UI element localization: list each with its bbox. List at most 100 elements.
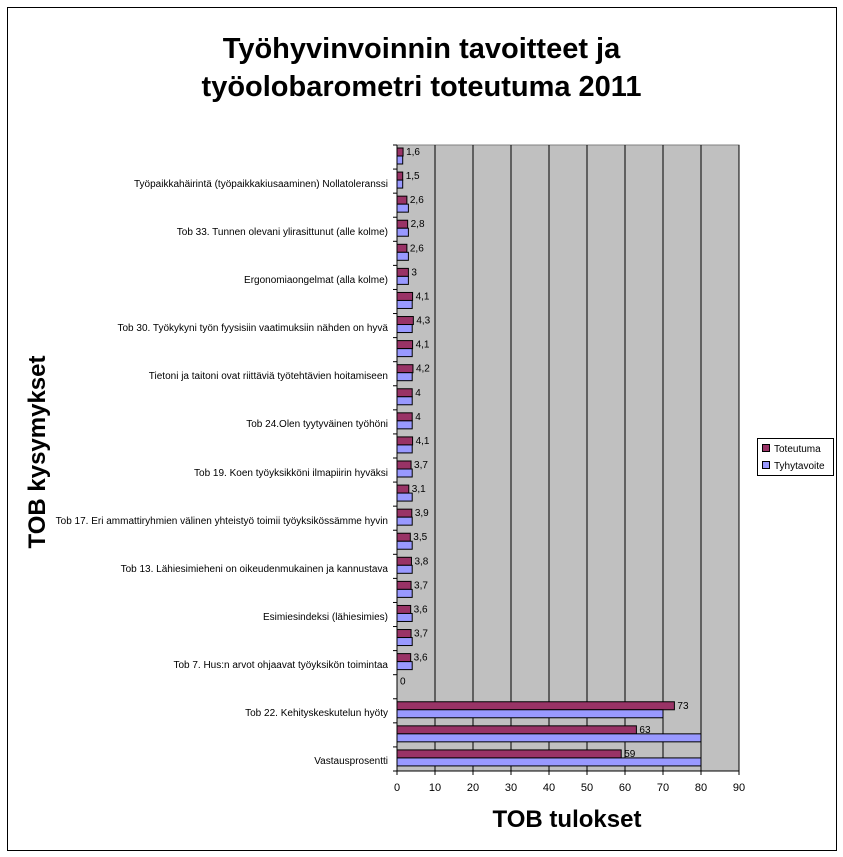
data-label: 3,8 (414, 556, 428, 567)
bar-toteutuma (396, 701, 675, 711)
bar-toteutuma (396, 171, 404, 181)
data-label: 3,9 (415, 508, 429, 519)
bar-tyhytavoite (396, 709, 664, 719)
bar-tyhytavoite (396, 227, 409, 237)
category-label: Tob 30. Työkykyni työn fyysisiin vaatimu… (117, 323, 388, 335)
bar-tyhytavoite (396, 179, 404, 189)
category-label: Tob 13. Lähiesimieheni on oikeudenmukain… (120, 563, 388, 575)
bar-toteutuma (396, 556, 412, 566)
bar-toteutuma (396, 291, 414, 301)
x-tick-label: 20 (467, 782, 479, 794)
x-tick-label: 60 (619, 782, 631, 794)
data-label: 3,6 (414, 604, 428, 615)
data-label: 3,7 (414, 629, 428, 640)
bar-toteutuma (396, 316, 414, 326)
bar-tyhytavoite (396, 588, 413, 598)
bar-toteutuma (396, 653, 412, 663)
bar-tyhytavoite (396, 275, 409, 285)
data-label: 3,7 (414, 580, 428, 591)
legend-label-toteutuma: Toteutuma (774, 444, 821, 455)
bar-tyhytavoite (396, 348, 413, 358)
data-label: 3,7 (414, 460, 428, 471)
x-axis-title: TOB tulokset (492, 806, 642, 833)
bar-toteutuma (396, 243, 408, 253)
bar-toteutuma (396, 364, 414, 374)
bar-tyhytavoite (396, 251, 409, 261)
data-label: 4 (415, 388, 421, 399)
bar-toteutuma (396, 749, 622, 759)
bar-toteutuma (396, 267, 409, 277)
category-label: Tob 19. Koen työyksikköni ilmapiirin hyv… (194, 467, 388, 479)
data-label: 4,2 (416, 364, 430, 375)
x-tick-label: 10 (429, 782, 441, 794)
x-tick-label: 0 (394, 782, 400, 794)
data-label: 0 (400, 677, 406, 688)
data-label: 2,6 (410, 195, 424, 206)
bar-toteutuma (396, 147, 404, 157)
bar-toteutuma (396, 508, 413, 518)
bar-toteutuma (396, 629, 412, 639)
bar-toteutuma (396, 725, 637, 735)
x-tick-label: 50 (581, 782, 593, 794)
bar-tyhytavoite (396, 540, 413, 550)
data-label: 4 (415, 412, 421, 423)
data-label: 1,6 (406, 147, 420, 158)
data-label: 2,8 (411, 219, 425, 230)
legend-label-tyhytavoite: Tyhytavoite (774, 461, 825, 472)
data-label: 63 (639, 725, 651, 736)
bar-toteutuma (396, 195, 408, 205)
category-label: Vastausprosentti (314, 756, 388, 768)
bar-toteutuma (396, 532, 411, 542)
bar-tyhytavoite (396, 444, 413, 454)
bar-toteutuma (396, 340, 414, 350)
category-label: Tob 33. Tunnen olevani ylirasittunut (al… (176, 226, 388, 238)
x-tick-label: 30 (505, 782, 517, 794)
plot-area (396, 144, 740, 772)
chart-frame (7, 7, 837, 851)
data-label: 4,1 (416, 436, 430, 447)
bar-toteutuma (396, 580, 412, 590)
bar-tyhytavoite (396, 396, 413, 406)
category-label: Tob 17. Eri ammattiryhmien välinen yhtei… (55, 515, 388, 527)
category-label: Tietoni ja taitoni ovat riittäviä työteh… (148, 371, 388, 383)
bar-toteutuma (396, 484, 410, 494)
bar-tyhytavoite (396, 516, 413, 526)
bar-tyhytavoite (396, 564, 413, 574)
bar-tyhytavoite (396, 468, 413, 478)
bar-tyhytavoite (396, 299, 413, 309)
data-label: 2,6 (410, 243, 424, 254)
data-label: 3,6 (414, 653, 428, 664)
category-label: Tob 7. Hus:n arvot ohjaavat työyksikön t… (173, 660, 388, 672)
bar-tyhytavoite (396, 324, 413, 334)
bar-tyhytavoite (396, 612, 413, 622)
bar-tyhytavoite (396, 155, 404, 165)
legend-swatch-tyhytavoite (762, 461, 770, 470)
bar-tyhytavoite (396, 733, 702, 743)
x-tick-label: 90 (733, 782, 745, 794)
legend: Toteutuma Tyhytavoite (757, 438, 834, 476)
data-label: 4,1 (416, 291, 430, 302)
category-label: Tob 22. Kehityskeskutelun hyöty (245, 708, 388, 720)
data-label: 3,1 (412, 484, 426, 495)
data-label: 3 (411, 267, 417, 278)
category-label: Työpaikkahäirintä (työpaikkakiusaaminen)… (133, 178, 388, 190)
bar-tyhytavoite (396, 203, 409, 213)
legend-swatch-toteutuma (762, 444, 770, 453)
data-label: 59 (624, 749, 636, 760)
bar-toteutuma (396, 412, 413, 422)
category-label: Esimiesindeksi (lähiesimies) (262, 612, 388, 623)
category-label: Ergonomiaongelmat (alla kolme) (244, 274, 388, 286)
data-label: 4,1 (416, 340, 430, 351)
data-label: 3,5 (413, 532, 427, 543)
data-label: 1,5 (406, 171, 420, 182)
bar-tyhytavoite (396, 420, 413, 430)
bar-tyhytavoite (396, 492, 413, 502)
bar-tyhytavoite (396, 661, 413, 671)
bar-toteutuma (396, 460, 412, 470)
bar-tyhytavoite (396, 637, 413, 647)
bar-tyhytavoite (396, 372, 413, 382)
x-tick-label: 40 (543, 782, 555, 794)
data-label: 4,3 (416, 316, 430, 327)
chart-title: Työhyvinvoinnin tavoitteet ja työolobaro… (201, 33, 642, 103)
